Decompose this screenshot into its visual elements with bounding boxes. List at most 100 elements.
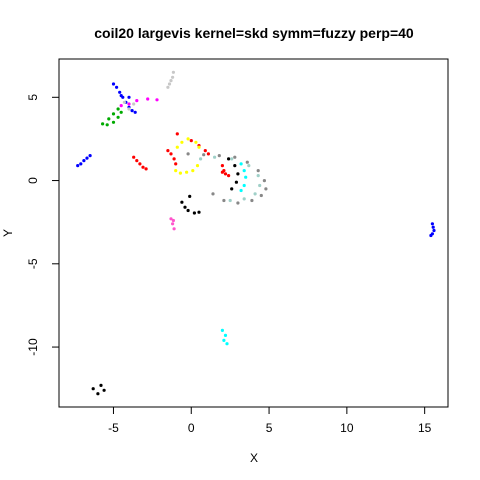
- data-point: [246, 161, 249, 164]
- data-point: [135, 159, 138, 162]
- data-point: [92, 387, 95, 390]
- data-point: [221, 164, 224, 167]
- data-point: [180, 201, 183, 204]
- data-point: [221, 329, 224, 332]
- data-point: [204, 149, 207, 152]
- data-point: [141, 166, 144, 169]
- data-point: [123, 101, 126, 104]
- data-point: [89, 154, 92, 157]
- data-point: [127, 107, 130, 110]
- data-point: [432, 226, 435, 229]
- data-point: [117, 116, 120, 119]
- data-point: [193, 211, 196, 214]
- data-point: [224, 172, 227, 175]
- data-point: [120, 94, 123, 97]
- data-point: [101, 122, 104, 125]
- data-point: [244, 176, 247, 179]
- data-point: [240, 162, 243, 165]
- x-tick-label: 0: [188, 421, 195, 435]
- data-point: [135, 99, 138, 102]
- data-point: [107, 117, 110, 120]
- data-point: [431, 222, 434, 225]
- data-point: [173, 157, 176, 160]
- data-point: [187, 137, 190, 140]
- data-point: [222, 199, 225, 202]
- data-point: [174, 169, 177, 172]
- data-point: [187, 152, 190, 155]
- data-point: [264, 187, 267, 190]
- data-point: [243, 197, 246, 200]
- data-points: [76, 71, 436, 396]
- data-point: [79, 162, 82, 165]
- data-point: [112, 112, 115, 115]
- data-point: [213, 156, 216, 159]
- data-point: [221, 171, 224, 174]
- data-point: [127, 96, 130, 99]
- data-point: [169, 152, 172, 155]
- data-point: [172, 219, 175, 222]
- data-point: [229, 199, 232, 202]
- data-point: [233, 164, 236, 167]
- data-point: [196, 164, 199, 167]
- y-axis-label: Y: [1, 229, 15, 237]
- data-point: [188, 195, 191, 198]
- data-point: [174, 162, 177, 165]
- data-point: [112, 82, 115, 85]
- x-axis-label: X: [250, 451, 258, 465]
- data-point: [227, 174, 230, 177]
- data-point: [194, 141, 197, 144]
- data-point: [176, 146, 179, 149]
- x-tick-label: 10: [340, 421, 354, 435]
- data-point: [432, 229, 435, 232]
- data-point: [230, 187, 233, 190]
- data-point: [76, 164, 79, 167]
- x-tick-label: -5: [108, 421, 119, 435]
- data-point: [172, 71, 175, 74]
- data-point: [168, 82, 171, 85]
- data-point: [183, 206, 186, 209]
- data-point: [211, 192, 214, 195]
- data-point: [230, 157, 233, 160]
- data-point: [166, 86, 169, 89]
- data-point: [176, 132, 179, 135]
- data-point: [224, 334, 227, 337]
- data-point: [103, 389, 106, 392]
- data-point: [146, 97, 149, 100]
- data-point: [173, 227, 176, 230]
- data-point: [132, 156, 135, 159]
- data-point: [155, 98, 158, 101]
- data-point: [115, 86, 118, 89]
- data-point: [120, 111, 123, 114]
- data-point: [257, 174, 260, 177]
- data-point: [197, 211, 200, 214]
- data-point: [112, 121, 115, 124]
- data-point: [254, 192, 257, 195]
- data-point: [166, 149, 169, 152]
- data-point: [236, 201, 239, 204]
- plot-frame: [59, 59, 448, 407]
- data-point: [227, 157, 230, 160]
- y-tick-label: -5: [26, 258, 40, 269]
- data-point: [235, 181, 238, 184]
- data-point: [138, 162, 141, 165]
- data-point: [199, 157, 202, 160]
- data-point: [179, 172, 182, 175]
- y-tick-label: 5: [26, 94, 40, 101]
- data-point: [258, 184, 261, 187]
- data-point: [202, 153, 205, 156]
- y-tick-label: -10: [26, 338, 40, 356]
- data-point: [171, 76, 174, 79]
- data-point: [185, 171, 188, 174]
- data-point: [82, 159, 85, 162]
- data-point: [134, 111, 137, 114]
- data-point: [171, 222, 174, 225]
- data-point: [250, 199, 253, 202]
- data-point: [117, 107, 120, 110]
- data-point: [218, 154, 221, 157]
- data-point: [243, 184, 246, 187]
- y-tick-label: 0: [26, 177, 40, 184]
- data-point: [247, 164, 250, 167]
- data-point: [180, 141, 183, 144]
- data-point: [207, 152, 210, 155]
